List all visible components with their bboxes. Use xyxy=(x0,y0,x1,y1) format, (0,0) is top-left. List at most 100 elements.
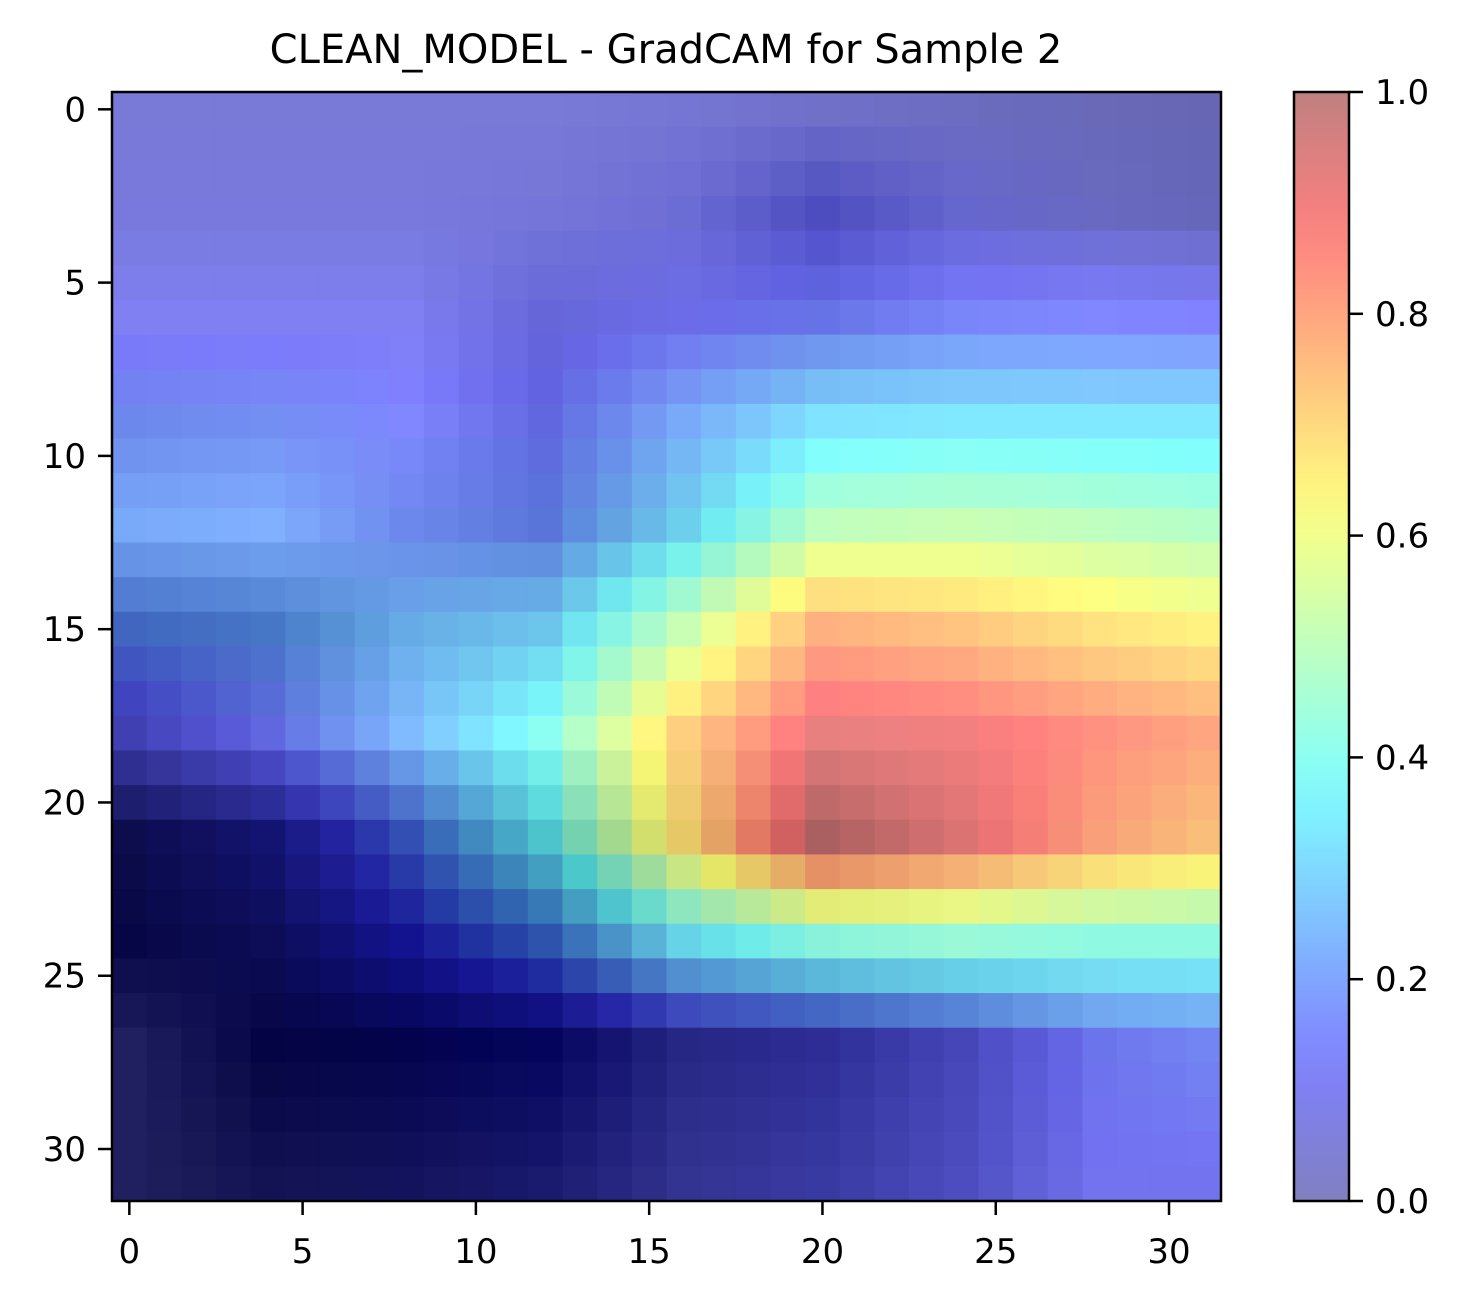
heatmap-cell xyxy=(909,889,945,925)
heatmap-cell xyxy=(631,126,668,162)
heatmap-cell xyxy=(701,819,737,856)
heatmap-cell xyxy=(146,577,182,613)
heatmap-cell xyxy=(839,681,876,717)
heatmap-cell xyxy=(493,92,529,128)
heatmap-cell xyxy=(770,369,806,405)
heatmap-cell xyxy=(1082,819,1118,856)
heatmap-cell xyxy=(562,1027,598,1063)
y-axis: 0 5 10 15 20 25 30 xyxy=(43,90,112,1170)
heatmap-cell xyxy=(1047,1097,1083,1133)
heatmap-cell xyxy=(423,1097,460,1133)
heatmap-cell xyxy=(458,923,494,960)
heatmap-cell xyxy=(839,299,876,336)
heatmap-cell xyxy=(631,369,668,405)
heatmap-cell xyxy=(943,611,980,648)
heatmap-cell xyxy=(805,889,841,925)
heatmap-cell xyxy=(389,195,425,232)
heatmap-cell xyxy=(112,542,148,578)
heatmap-cell xyxy=(839,819,876,856)
heatmap-cell xyxy=(839,334,876,370)
heatmap-cell xyxy=(770,1131,806,1167)
heatmap-cell xyxy=(423,819,460,856)
heatmap-cell xyxy=(562,819,598,856)
heatmap-cell xyxy=(909,785,945,821)
heatmap-cell xyxy=(666,299,702,336)
heatmap-cell xyxy=(215,542,252,578)
heatmap-cell xyxy=(1047,577,1083,613)
heatmap-cell xyxy=(215,819,252,856)
heatmap-cell xyxy=(770,126,806,162)
heatmap-cell xyxy=(319,785,356,821)
heatmap-cell xyxy=(493,1097,529,1133)
heatmap-cell xyxy=(181,1097,217,1133)
heatmap-cell xyxy=(1047,854,1083,890)
heatmap-cell xyxy=(458,854,494,890)
heatmap-cell xyxy=(735,889,772,925)
heatmap-cell xyxy=(146,1166,182,1202)
heatmap-cell xyxy=(1013,715,1049,752)
heatmap-cell xyxy=(527,1027,564,1063)
heatmap-cell xyxy=(181,646,217,682)
heatmap-cell xyxy=(285,611,321,648)
heatmap-cell xyxy=(1117,958,1153,994)
heatmap-cell xyxy=(319,819,356,856)
heatmap-cell xyxy=(423,611,460,648)
y-tick-label: 5 xyxy=(64,264,86,304)
heatmap-cell xyxy=(1186,1097,1222,1133)
heatmap-cell xyxy=(770,299,806,336)
heatmap-cell xyxy=(597,195,633,232)
heatmap-cell xyxy=(285,646,321,682)
heatmap-cell xyxy=(1151,473,1187,509)
heatmap-cell xyxy=(527,993,564,1029)
heatmap-cell xyxy=(805,819,841,856)
heatmap-cell xyxy=(735,126,772,162)
heatmap-cell xyxy=(631,403,668,440)
heatmap-cell xyxy=(250,438,286,474)
heatmap-cell xyxy=(527,646,564,682)
heatmap-cell xyxy=(735,473,772,509)
heatmap-cell xyxy=(1082,577,1118,613)
heatmap-cell xyxy=(389,993,425,1029)
heatmap-cell xyxy=(181,334,217,370)
heatmap-cell xyxy=(319,230,356,266)
heatmap-cell xyxy=(389,126,425,162)
heatmap-cell xyxy=(250,92,286,128)
heatmap-cell xyxy=(146,1131,182,1167)
heatmap-cell xyxy=(319,1097,356,1133)
heatmap-cell xyxy=(666,265,702,301)
heatmap-cell xyxy=(805,785,841,821)
heatmap-cell xyxy=(493,195,529,232)
heatmap-cell xyxy=(1186,161,1222,197)
heatmap-cell xyxy=(701,507,737,544)
heatmap-cell xyxy=(874,299,910,336)
heatmap-cell xyxy=(493,1027,529,1063)
heatmap-cell xyxy=(1082,923,1118,960)
heatmap-cell xyxy=(527,681,564,717)
heatmap-cell xyxy=(1082,1166,1118,1202)
heatmap-cell xyxy=(112,854,148,890)
heatmap-cell xyxy=(181,819,217,856)
heatmap-cell xyxy=(805,299,841,336)
heatmap-cell xyxy=(909,403,945,440)
heatmap-cell xyxy=(943,403,980,440)
heatmap-cell xyxy=(527,1131,564,1167)
heatmap-cell xyxy=(423,958,460,994)
heatmap-cell xyxy=(978,161,1014,197)
heatmap-cell xyxy=(250,1166,286,1202)
heatmap-cell xyxy=(146,161,182,197)
heatmap-cell xyxy=(1047,715,1083,752)
heatmap-cell xyxy=(874,161,910,197)
heatmap-cell xyxy=(978,195,1014,232)
heatmap-cell xyxy=(1186,92,1222,128)
heatmap-cell xyxy=(1047,403,1083,440)
heatmap-cell xyxy=(319,126,356,162)
heatmap-cell xyxy=(389,923,425,960)
heatmap-cell xyxy=(319,923,356,960)
heatmap-cell xyxy=(770,854,806,890)
heatmap-cell xyxy=(943,1166,980,1202)
heatmap-cell xyxy=(770,1166,806,1202)
heatmap-cell xyxy=(978,646,1014,682)
heatmap-cell xyxy=(354,854,390,890)
heatmap-cell xyxy=(1013,646,1049,682)
heatmap-cell xyxy=(909,715,945,752)
